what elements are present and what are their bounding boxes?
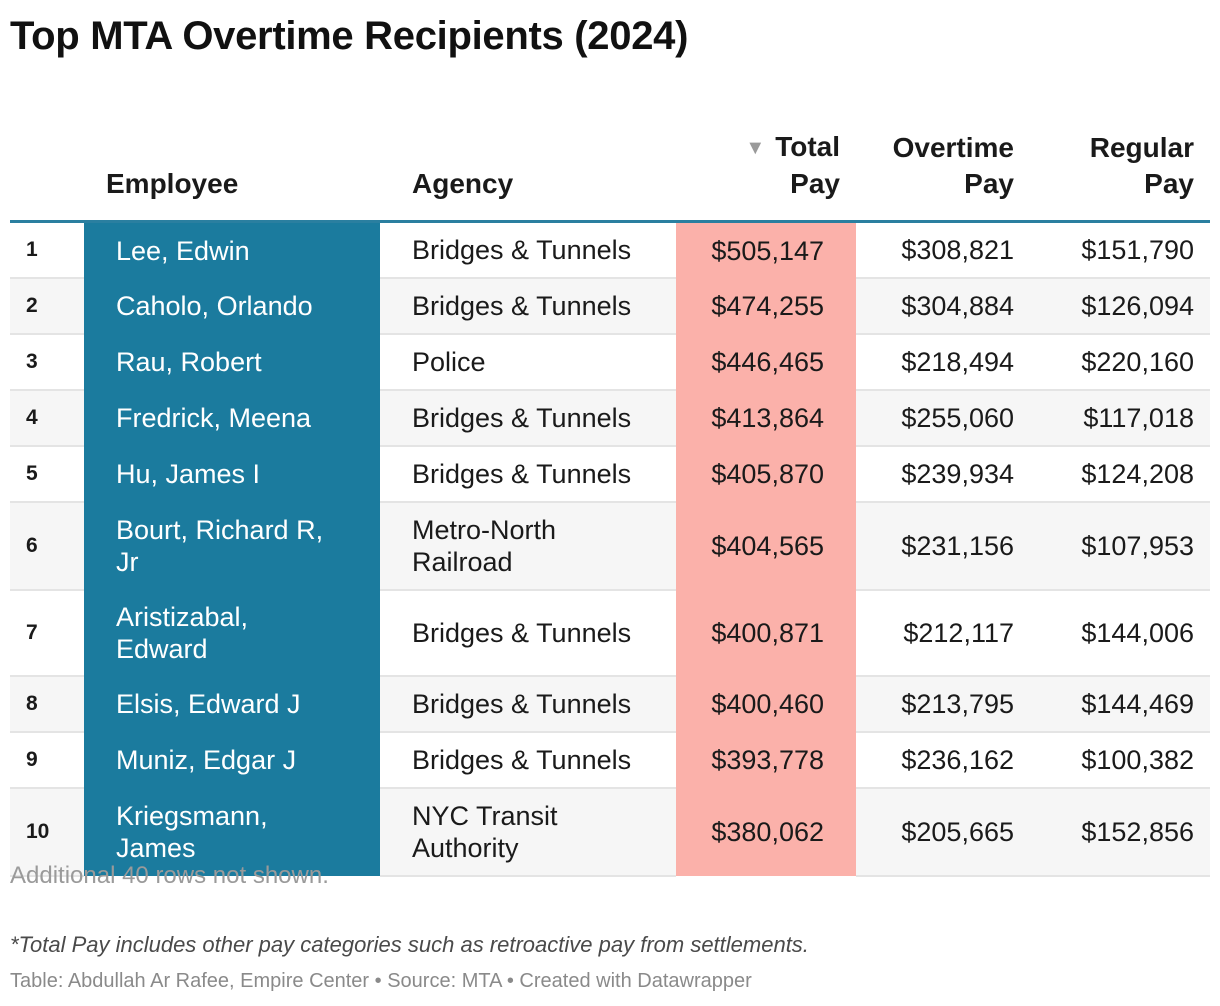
cell-employee: Fredrick, Meena [84,390,380,446]
table-row: 2 Caholo, Orlando Bridges & Tunnels $474,25… [10,278,1210,335]
cell-agency: Bridges & Tunnels [380,676,676,733]
cell-employee: Muniz, Edgar J [84,732,380,788]
cell-employee: Hu, James I [84,446,380,502]
cell-agency: Bridges & Tunnels [380,446,676,503]
cell-employee: Elsis, Edward J [84,676,380,732]
more-rows-note: Additional 40 rows not shown. [10,862,329,889]
column-header-employee[interactable]: Employee [84,112,380,223]
column-header-total-pay[interactable]: ▼ Total Pay [676,112,856,223]
cell-total-pay: $393,778 [676,732,856,788]
cell-overtime-pay: $308,821 [856,221,1030,279]
cell-total-pay: $400,871 [676,590,856,676]
cell-total-pay: $446,465 [676,334,856,390]
cell-regular-pay: $100,382 [1030,732,1210,789]
table-row: 6 Bourt, Richard R, Jr Metro-North Railroa… [10,502,1210,591]
cell-rank: 9 [10,732,84,789]
column-header-rank [10,112,84,223]
cell-overtime-pay: $255,060 [856,390,1030,447]
cell-total-pay: $380,062 [676,788,856,876]
column-header-overtime-pay[interactable]: Overtime Pay [856,112,1030,223]
cell-regular-pay: $107,953 [1030,502,1210,591]
cell-rank: 3 [10,334,84,391]
cell-rank: 7 [10,590,84,677]
cell-regular-pay: $152,856 [1030,788,1210,877]
cell-overtime-pay: $213,795 [856,676,1030,733]
source-credits: Table: Abdullah Ar Rafee, Empire Center … [10,970,752,992]
table-header-row: Employee Agency ▼ Total Pay Overtime Pay … [10,112,1210,223]
cell-rank: 1 [10,221,84,279]
table-row: 8 Elsis, Edward J Bridges & Tunnels $400,46… [10,676,1210,733]
cell-total-pay: $413,864 [676,390,856,446]
cell-agency: Police [380,334,676,391]
cell-rank: 8 [10,676,84,733]
cell-agency: NYC Transit Authority [380,788,676,877]
cell-agency: Bridges & Tunnels [380,590,676,677]
cell-employee: Rau, Robert [84,334,380,390]
cell-rank: 5 [10,446,84,503]
column-header-total-pay-label: Total Pay [775,131,840,199]
cell-overtime-pay: $212,117 [856,590,1030,677]
cell-rank: 10 [10,788,84,877]
cell-regular-pay: $151,790 [1030,221,1210,279]
chart-title: Top MTA Overtime Recipients (2024) [10,14,689,58]
cell-agency: Metro-North Railroad [380,502,676,591]
cell-agency: Bridges & Tunnels [380,278,676,335]
table-row: 9 Muniz, Edgar J Bridges & Tunnels $393,778… [10,732,1210,789]
cell-employee: Aristizabal, Edward [84,590,380,676]
cell-rank: 6 [10,502,84,591]
cell-overtime-pay: $231,156 [856,502,1030,591]
cell-agency: Bridges & Tunnels [380,390,676,447]
cell-agency: Bridges & Tunnels [380,221,676,279]
sort-descending-icon: ▼ [745,137,766,159]
cell-total-pay: $474,255 [676,278,856,334]
table-row: 10 Kriegsmann, James NYC Transit Authority… [10,788,1210,877]
cell-agency: Bridges & Tunnels [380,732,676,789]
table-row: 1 Lee, Edwin Bridges & Tunnels $505,147 $308… [10,221,1210,279]
cell-total-pay: $404,565 [676,502,856,590]
cell-employee: Caholo, Orlando [84,278,380,334]
cell-regular-pay: $220,160 [1030,334,1210,391]
cell-regular-pay: $124,208 [1030,446,1210,503]
cell-employee: Lee, Edwin [84,221,380,278]
cell-rank: 4 [10,390,84,447]
cell-overtime-pay: $239,934 [856,446,1030,503]
table-row: 7 Aristizabal, Edward Bridges & Tunnels $40… [10,590,1210,677]
cell-total-pay: $400,460 [676,676,856,732]
table-row: 4 Fredrick, Meena Bridges & Tunnels $413,86… [10,390,1210,447]
cell-total-pay: $405,870 [676,446,856,502]
footnote: *Total Pay includes other pay categories… [10,932,809,957]
table-row: 3 Rau, Robert Police $446,465 $218,494 $220,1… [10,334,1210,391]
cell-total-pay: $505,147 [676,221,856,278]
column-header-regular-pay[interactable]: Regular Pay [1030,112,1210,223]
table-body: 1 Lee, Edwin Bridges & Tunnels $505,147 $308… [10,221,1210,877]
cell-overtime-pay: $236,162 [856,732,1030,789]
cell-rank: 2 [10,278,84,335]
cell-employee: Bourt, Richard R, Jr [84,502,380,590]
cell-regular-pay: $144,469 [1030,676,1210,733]
data-table: Employee Agency ▼ Total Pay Overtime Pay … [10,112,1210,877]
cell-regular-pay: $144,006 [1030,590,1210,677]
column-header-agency[interactable]: Agency [380,112,676,223]
cell-regular-pay: $126,094 [1030,278,1210,335]
cell-overtime-pay: $304,884 [856,278,1030,335]
cell-employee: Kriegsmann, James [84,788,380,876]
table-row: 5 Hu, James I Bridges & Tunnels $405,870 $23… [10,446,1210,503]
cell-overtime-pay: $218,494 [856,334,1030,391]
cell-overtime-pay: $205,665 [856,788,1030,877]
cell-regular-pay: $117,018 [1030,390,1210,447]
